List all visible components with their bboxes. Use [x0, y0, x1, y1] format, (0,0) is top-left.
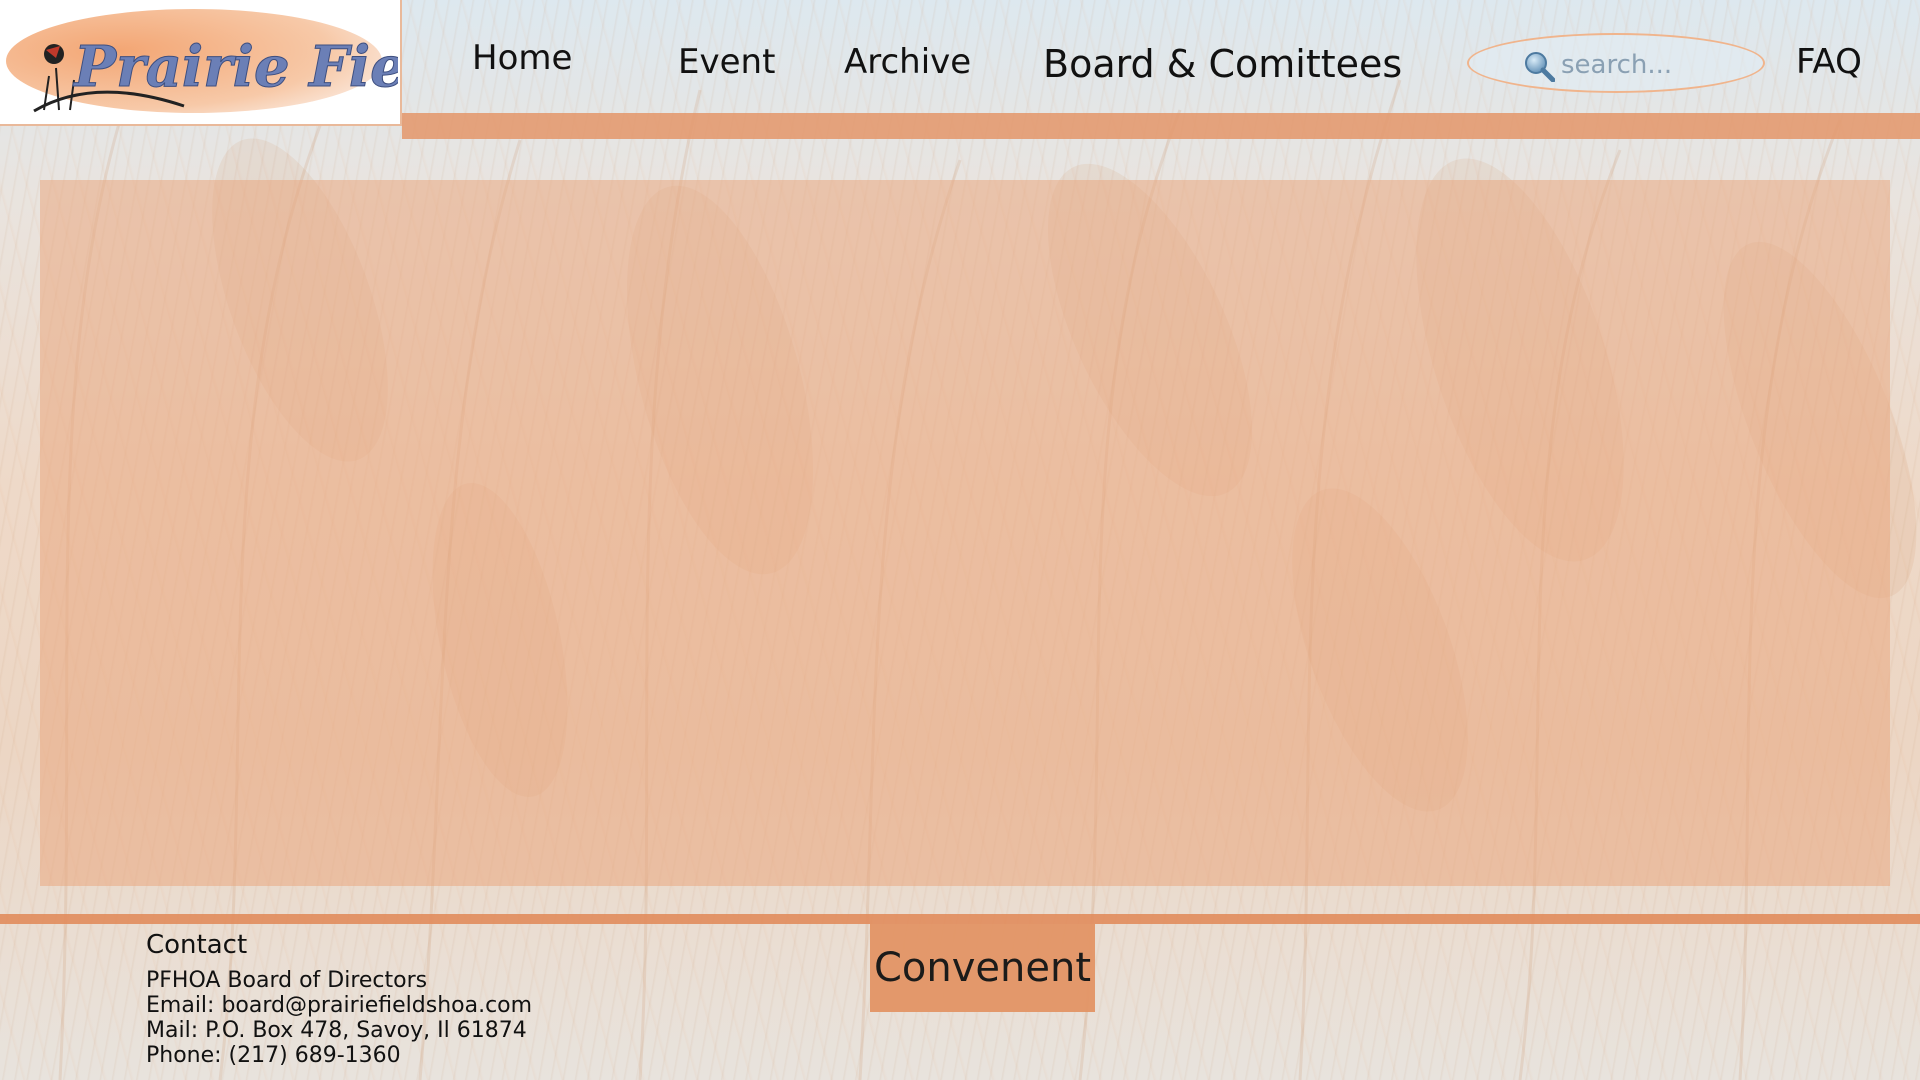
nav-archive[interactable]: Archive [844, 42, 972, 82]
footer-divider [0, 914, 1920, 924]
contact-heading: Contact [146, 930, 248, 960]
contact-phone: Phone: (217) 689-1360 [146, 1043, 401, 1068]
search-icon [1525, 52, 1555, 82]
prairie-fields-logo-icon: Prairie Fields [6, 9, 398, 113]
nav-board-committees[interactable]: Board & Comittees [1043, 42, 1403, 86]
convenent-button[interactable]: Convenent [870, 924, 1095, 1012]
contact-organization: PFHOA Board of Directors [146, 968, 428, 993]
nav-faq[interactable]: FAQ [1796, 42, 1862, 82]
site-logo[interactable]: Prairie Fields [0, 0, 402, 126]
main-content-panel [40, 180, 1890, 886]
contact-email[interactable]: Email: board@prairiefieldshoa.com [146, 993, 533, 1018]
nav-home[interactable]: Home [472, 38, 573, 78]
search-input[interactable] [1559, 47, 1753, 83]
logo-text: Prairie Fields [72, 34, 398, 100]
header-accent-bar [402, 113, 1920, 139]
nav-event[interactable]: Event [678, 42, 776, 82]
search-box[interactable] [1467, 33, 1765, 93]
contact-mail-address: Mail: P.O. Box 478, Savoy, Il 61874 [146, 1018, 527, 1043]
